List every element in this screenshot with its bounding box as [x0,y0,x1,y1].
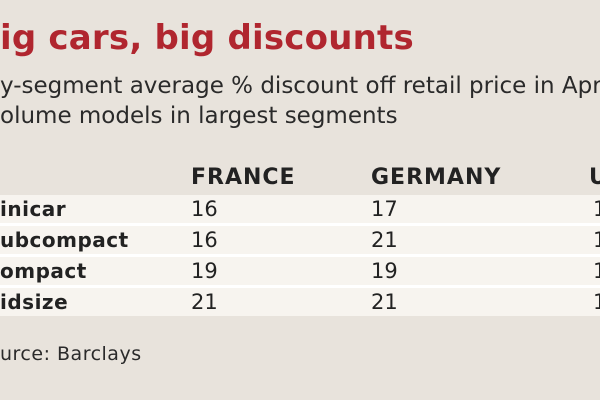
cell-value: 19 [191,259,218,283]
row-divider [0,223,600,226]
source-note: urce: Barclays [0,343,142,365]
table-row-subcompact: ubcompact 16 21 1 [0,226,600,254]
cell-value: 21 [371,290,398,314]
cell-value: 19 [371,259,398,283]
cell-value: 1 [593,228,600,252]
cell-value: 21 [371,228,398,252]
row-label: ompact [0,259,87,283]
table-row-minicar: inicar 16 17 1 [0,195,600,223]
row-label: inicar [0,197,67,221]
table-row-compact: ompact 19 19 1 [0,257,600,285]
subtitle-line-1: y-segment average % discount off retail … [0,73,600,99]
chart-title: ig cars, big discounts [0,18,414,58]
cell-value: 1 [593,259,600,283]
cell-value: 1 [593,290,600,314]
column-header-uk: U [589,165,600,190]
chart-subtitle: y-segment average % discount off retail … [0,71,600,131]
cell-value: 1 [593,197,600,221]
cell-value: 16 [191,197,218,221]
row-label: ubcompact [0,228,129,252]
row-divider [0,254,600,257]
row-label: idsize [0,290,69,314]
table-row-midsize: idsize 21 21 1 [0,288,600,316]
subtitle-line-2: olume models in largest segments [0,103,398,129]
cell-value: 21 [191,290,218,314]
row-divider [0,285,600,288]
cell-value: 16 [191,228,218,252]
cell-value: 17 [371,197,398,221]
column-header-france: FRANCE [191,165,296,190]
column-header-germany: GERMANY [371,165,502,190]
